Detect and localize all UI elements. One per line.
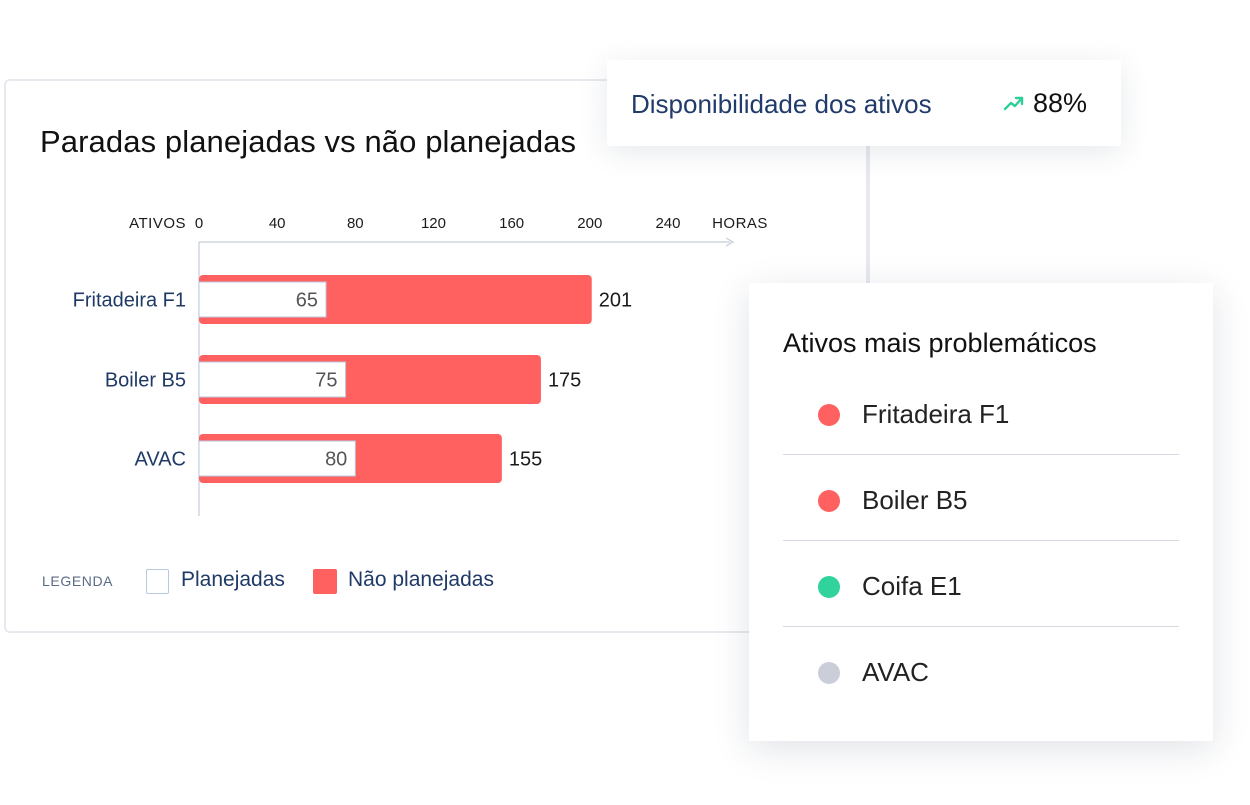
bar-planned-label: 75 — [315, 370, 337, 392]
asset-name: Boiler B5 — [862, 485, 968, 515]
x-axis-title: HORAS — [712, 215, 768, 232]
list-item[interactable]: Boiler B5 — [783, 455, 1179, 541]
status-dot — [818, 404, 840, 426]
connector-line — [868, 146, 870, 286]
trending-up-icon — [1003, 96, 1024, 111]
status-dot — [818, 576, 840, 598]
asset-name: AVAC — [862, 657, 929, 687]
asset-name: Coifa E1 — [862, 571, 962, 601]
bar-planned — [198, 361, 347, 398]
availability-value: 88% — [1033, 88, 1088, 118]
bar-planned — [198, 281, 327, 318]
x-tick-label: 120 — [421, 215, 446, 232]
availability-label: Disponibilidade dos ativos — [631, 89, 932, 119]
status-dot — [818, 662, 840, 684]
problem-assets-list: Fritadeira F1 Boiler B5 Coifa E1 AVAC — [783, 369, 1179, 713]
x-tick-label: 240 — [655, 215, 680, 232]
legend-swatch-planned — [146, 569, 169, 594]
category-label: Boiler B5 — [105, 370, 186, 392]
problem-assets-card: Ativos mais problemáticos Fritadeira F1 … — [749, 283, 1213, 741]
bar-planned — [198, 440, 356, 477]
problem-assets-title: Ativos mais problemáticos — [783, 328, 1097, 358]
x-tick-label: 200 — [577, 215, 602, 232]
chart-title: Paradas planejadas vs não planejadas — [40, 124, 577, 159]
x-tick-label: 160 — [499, 215, 524, 232]
x-tick-label: 0 — [195, 215, 203, 232]
x-axis-arrow — [725, 237, 735, 247]
list-item[interactable]: Coifa E1 — [783, 541, 1179, 627]
bar-planned-label: 65 — [296, 290, 318, 312]
category-label: AVAC — [135, 449, 187, 471]
list-item[interactable]: Fritadeira F1 — [783, 369, 1179, 455]
bar-total-label: 155 — [509, 449, 542, 471]
status-dot — [818, 490, 840, 512]
bar-planned-label: 80 — [325, 449, 347, 471]
bar-total-label: 201 — [599, 290, 632, 312]
category-label: Fritadeira F1 — [73, 290, 186, 312]
legend-label: LEGENDA — [42, 573, 114, 589]
legend-text-planned: Planejadas — [181, 568, 285, 591]
legend-text-unplanned: Não planejadas — [348, 568, 494, 591]
x-tick-label: 80 — [347, 215, 364, 232]
list-item[interactable]: AVAC — [783, 627, 1179, 713]
x-tick-label: 40 — [269, 215, 286, 232]
availability-card: Disponibilidade dos ativos 88% — [607, 60, 1121, 146]
bar-total-label: 175 — [548, 370, 581, 392]
asset-name: Fritadeira F1 — [862, 399, 1010, 429]
y-axis-title: ATIVOS — [129, 215, 186, 232]
legend-swatch-unplanned — [313, 569, 337, 594]
